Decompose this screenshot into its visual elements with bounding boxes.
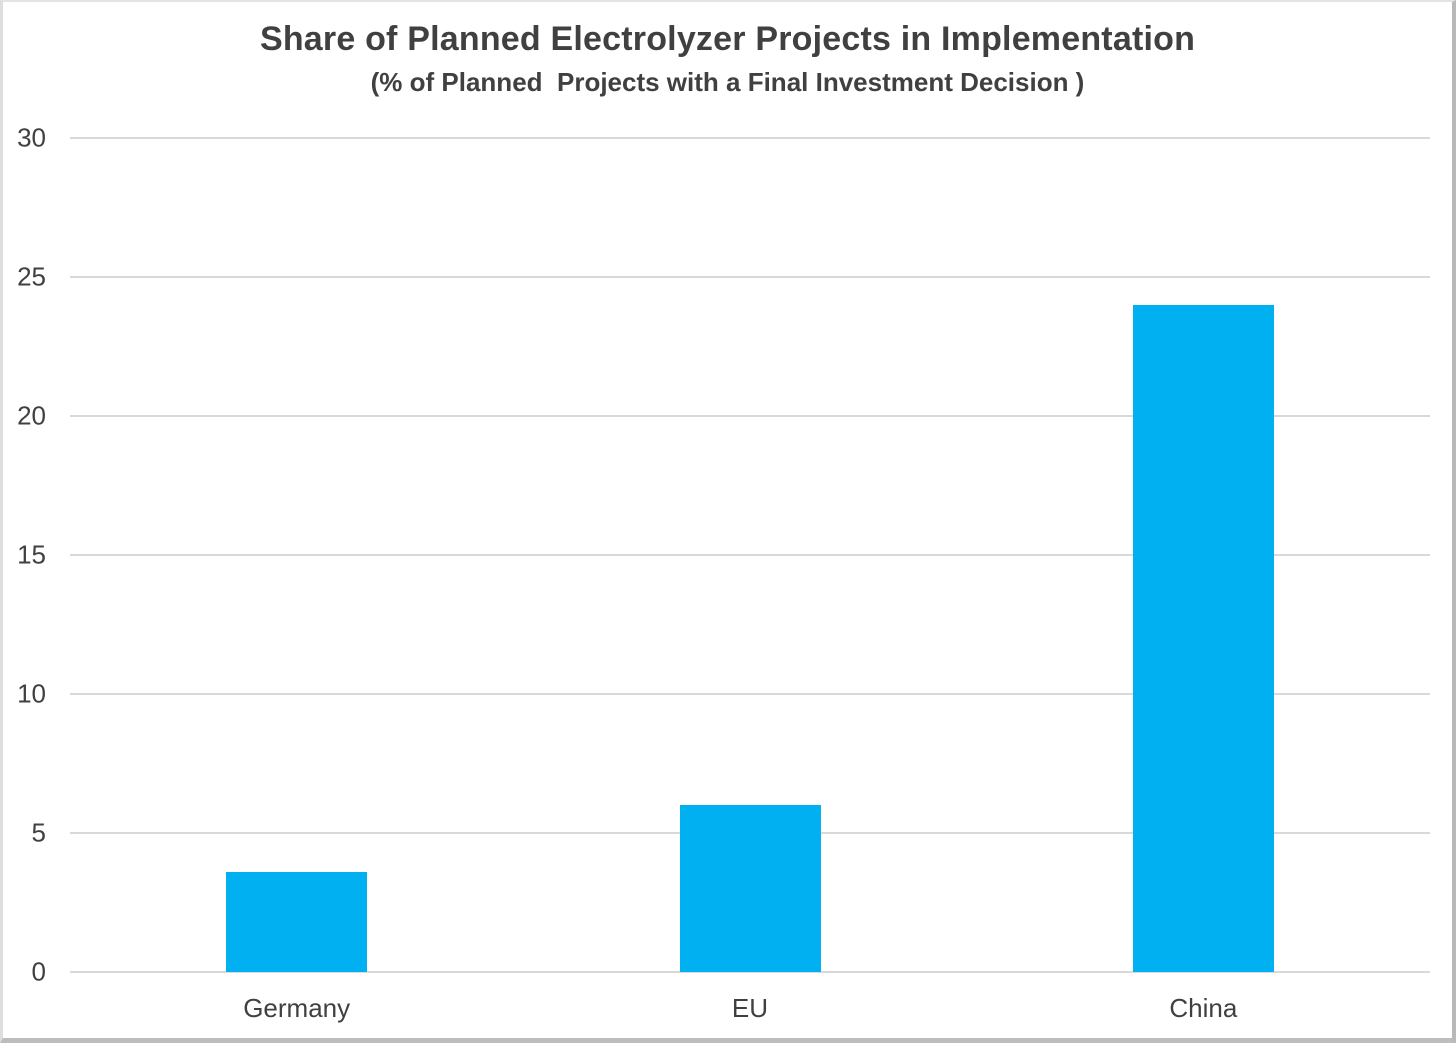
chart-subtitle: (% of Planned Projects with a Final Inve…: [370, 67, 1085, 97]
x-label-germany: Germany: [243, 992, 351, 1023]
gridline: [70, 137, 1430, 139]
x-axis-line: [70, 971, 1430, 973]
y-axis-labels: 0 5 10 15 20 25 30: [3, 123, 46, 987]
bar-germany: [226, 871, 368, 972]
x-label-china: China: [1169, 992, 1238, 1023]
y-tick-label: 15: [17, 539, 46, 570]
y-tick-label: 0: [31, 956, 46, 987]
plot-area: [70, 137, 1430, 973]
gridline: [70, 276, 1430, 278]
y-tick-label: 25: [17, 261, 46, 292]
bar-eu: [679, 805, 821, 972]
x-axis-labels: Germany EU China: [70, 972, 1430, 1038]
chart-title: Share of Planned Electrolyzer Projects i…: [259, 20, 1196, 58]
x-label-eu: EU: [731, 992, 769, 1023]
gridline: [70, 554, 1430, 556]
y-tick-label: 10: [17, 678, 46, 709]
gridline: [70, 693, 1430, 695]
gridline: [70, 415, 1430, 417]
bar-china: [1132, 304, 1274, 972]
y-tick-label: 5: [31, 817, 46, 848]
y-tick-label: 20: [17, 400, 46, 431]
y-tick-label: 30: [17, 122, 46, 153]
